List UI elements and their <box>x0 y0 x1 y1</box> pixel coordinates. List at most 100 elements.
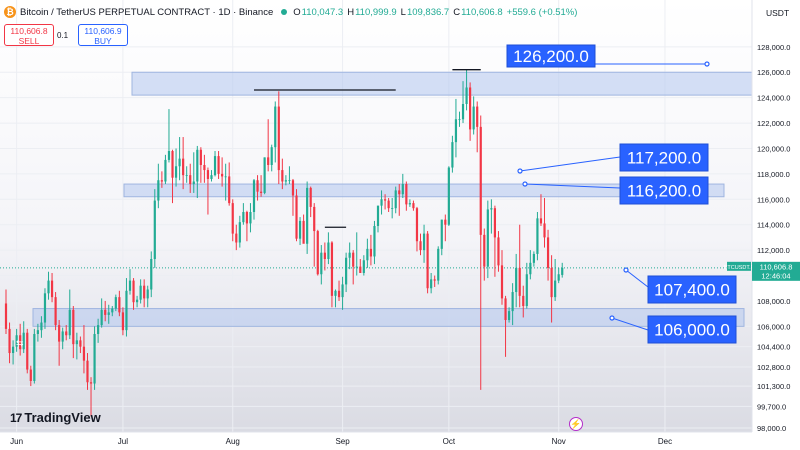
left-marker-icon: ⇆ <box>16 339 24 349</box>
candle <box>238 215 241 248</box>
candle <box>89 377 93 417</box>
candle <box>500 250 504 305</box>
currency-label[interactable]: USDT <box>766 8 790 18</box>
spread-value: 0.1 <box>57 31 69 40</box>
candle-body <box>546 237 550 268</box>
candle-body <box>561 267 564 275</box>
candle <box>65 325 68 341</box>
candle-body <box>515 267 518 293</box>
candle <box>167 109 171 163</box>
callout-anchor-point <box>704 61 710 67</box>
candle-body <box>128 280 132 291</box>
candle <box>157 163 160 209</box>
candle-body <box>224 176 227 178</box>
candle-body <box>383 199 387 201</box>
candle-body <box>380 199 383 206</box>
y-tick-label: 126,000.0 <box>757 68 790 77</box>
candle-body <box>150 259 153 290</box>
candle <box>36 323 39 342</box>
candle <box>284 175 287 186</box>
candle <box>561 262 564 278</box>
candle <box>426 231 429 294</box>
candle-body <box>355 266 358 268</box>
candle-body <box>75 340 78 345</box>
y-tick-label: 102,800.0 <box>757 363 790 372</box>
candle-body <box>408 203 411 205</box>
candle-body <box>82 346 86 361</box>
candle-body <box>33 333 36 381</box>
price-axis-background <box>752 0 800 450</box>
symbol-title[interactable]: Bitcoin / TetherUS PERPETUAL CONTRACT · … <box>20 6 274 18</box>
candle <box>160 171 163 188</box>
buy-button[interactable]: 110,606.9 BUY <box>78 24 128 46</box>
candle-body <box>433 279 436 281</box>
candle-body <box>500 265 504 299</box>
candle-body <box>362 260 365 273</box>
candle-body <box>323 252 326 260</box>
candle <box>532 251 535 267</box>
candle <box>15 328 18 352</box>
candle <box>231 199 234 242</box>
candle-body <box>320 252 323 275</box>
y-tick-label: 101,300.0 <box>757 382 790 391</box>
candle-body <box>213 156 217 176</box>
candle <box>196 145 199 199</box>
candle <box>132 278 135 310</box>
candle <box>476 101 479 153</box>
candle-body <box>330 242 334 296</box>
lightning-event-icon[interactable]: ⚡ <box>569 417 583 431</box>
candle-body <box>334 290 337 296</box>
candle-body <box>36 330 39 334</box>
candle-body <box>58 325 61 342</box>
candle <box>72 306 75 359</box>
candle-body <box>461 104 465 120</box>
candle <box>554 259 557 301</box>
candle-body <box>557 274 560 281</box>
candle <box>419 233 422 256</box>
candle-body <box>252 180 256 213</box>
candle <box>174 148 178 187</box>
candle-body <box>89 382 93 384</box>
ohlc-close: C110,606.8 <box>453 7 502 18</box>
callout-anchor-point <box>522 181 528 187</box>
candle-body <box>157 180 160 201</box>
candle-body <box>469 87 472 130</box>
candle-body <box>504 298 507 321</box>
sell-button[interactable]: 110,606.8 SELL <box>4 24 54 46</box>
candle <box>355 232 358 276</box>
candle <box>422 224 426 263</box>
candle-body <box>476 106 479 127</box>
candle <box>483 228 486 281</box>
candle <box>43 288 47 329</box>
candle-body <box>171 151 174 178</box>
candle <box>288 166 291 185</box>
candle <box>518 224 521 308</box>
candle-body <box>359 266 362 273</box>
candle-body <box>497 237 500 266</box>
candle <box>295 189 298 242</box>
candle <box>380 190 383 215</box>
candle <box>143 279 146 308</box>
buy-label: BUY <box>94 36 112 46</box>
candle <box>213 151 217 177</box>
candle-body <box>486 209 489 267</box>
candle-body <box>47 280 50 294</box>
close-value: 110,606.8 <box>461 6 503 18</box>
callout-box <box>506 44 596 68</box>
candle-body <box>536 218 539 254</box>
candle-body <box>345 257 348 285</box>
candle <box>281 158 284 190</box>
candle-body <box>231 203 234 234</box>
ohlc-high: H110,999.9 <box>347 7 396 18</box>
candle <box>327 232 330 265</box>
y-tick-label: 122,000.0 <box>757 119 790 128</box>
candle <box>373 220 376 265</box>
candle-body <box>532 253 535 263</box>
candle-body <box>228 176 231 204</box>
candle-body <box>11 346 15 354</box>
candle <box>504 295 507 357</box>
candle-body <box>291 180 295 196</box>
bitcoin-icon: ₿ <box>4 6 16 18</box>
candle-body <box>238 222 241 243</box>
